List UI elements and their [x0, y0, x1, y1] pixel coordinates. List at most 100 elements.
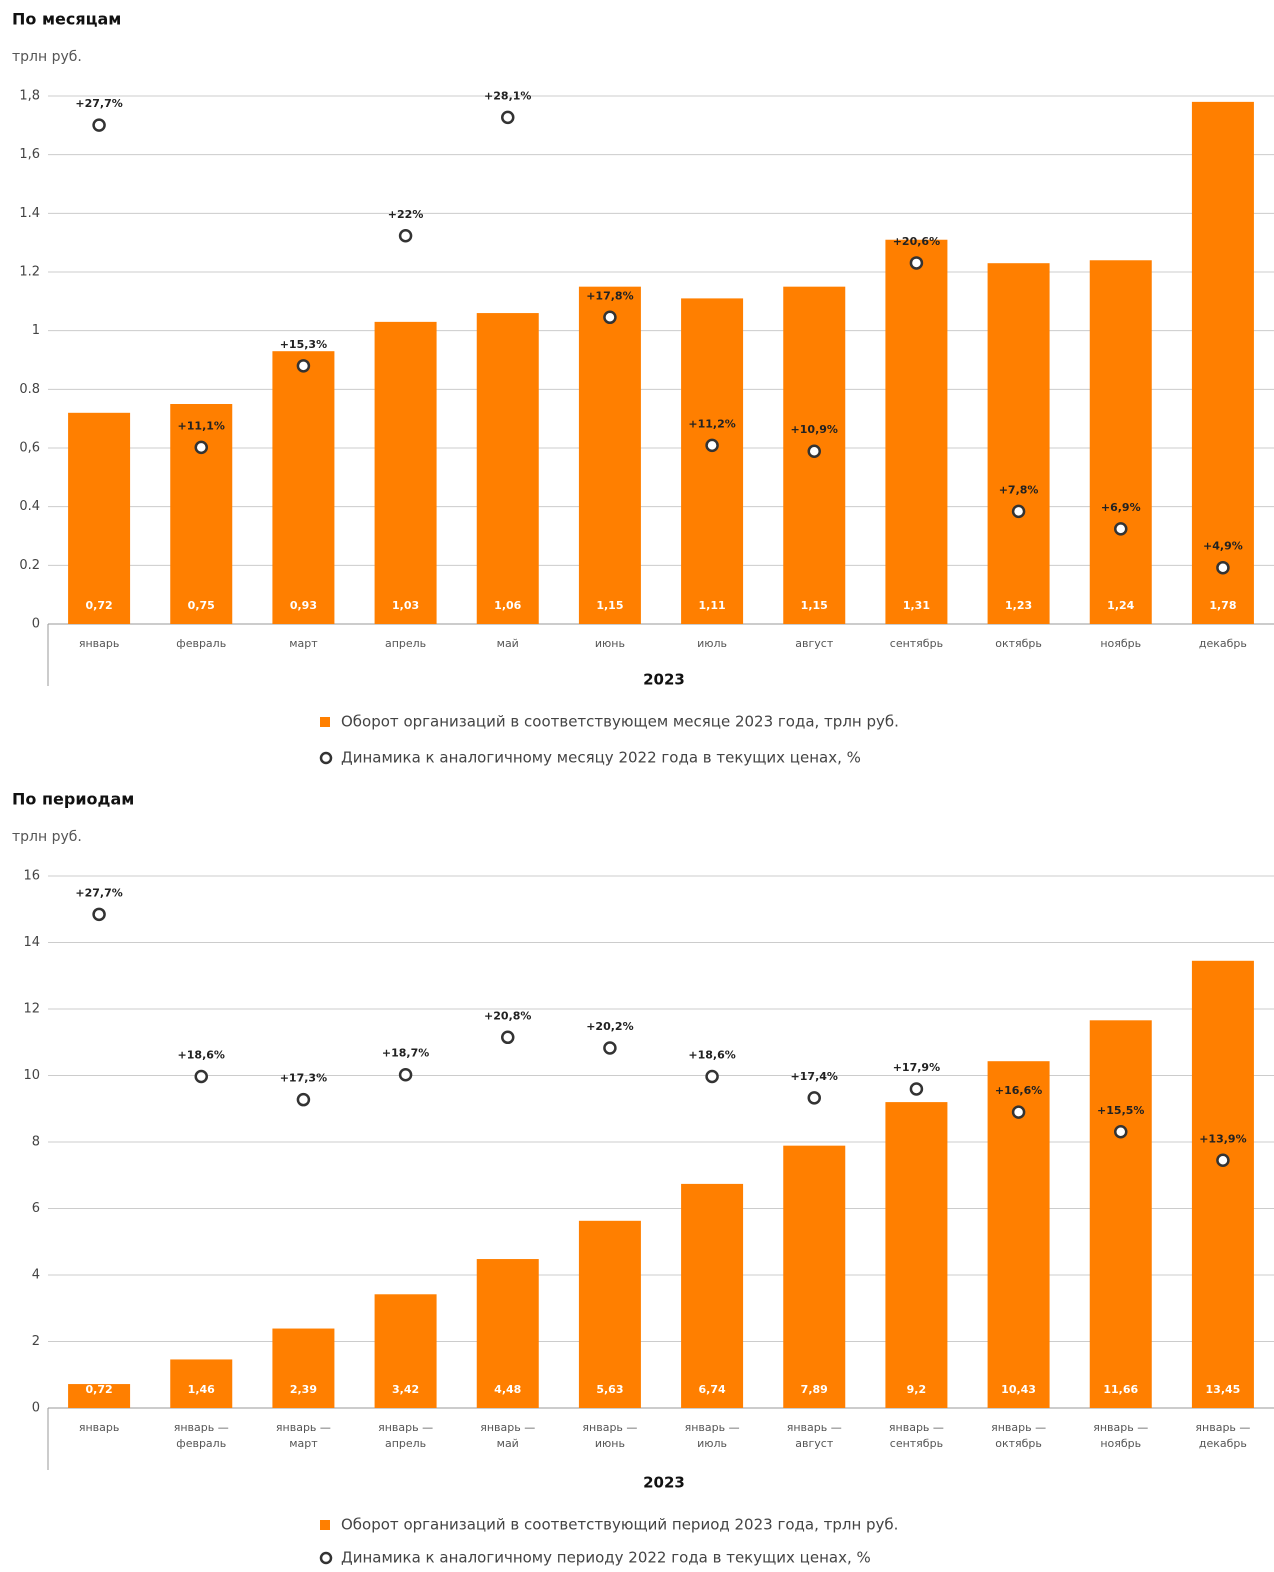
bar: [374, 1294, 437, 1408]
x-tick-label: январь — декабрь: [1195, 1421, 1251, 1450]
x-axis-label: 2023: [643, 671, 685, 689]
y-tick-label: 2: [32, 1334, 40, 1349]
dynamics-label: +18,6%: [688, 1049, 735, 1062]
dynamics-point: [398, 1067, 413, 1082]
bar-value-label: 6,74: [699, 1383, 726, 1396]
bar-value-label: 13,45: [1206, 1383, 1241, 1396]
bar-value-label: 1,03: [392, 599, 419, 612]
x-tick-label: июль: [697, 637, 728, 650]
bar-value-label: 7,89: [801, 1383, 828, 1396]
dynamics-label: +17,3%: [280, 1072, 327, 1085]
bar: [170, 404, 233, 624]
x-tick-label-box: декабрь: [1198, 637, 1247, 650]
dynamics-label: +7,8%: [999, 483, 1039, 496]
y-tick-label: 0.8: [19, 382, 40, 397]
x-tick-label: январь — сентябрь: [888, 1421, 944, 1450]
x-tick-label-box: январь — декабрь: [1195, 1421, 1251, 1450]
y-axis-unit: трлн руб.: [12, 49, 82, 65]
dynamics-label: +16,6%: [995, 1084, 1042, 1097]
bar: [578, 1220, 641, 1408]
dynamics-point: [807, 1091, 821, 1105]
y-tick-label: 1: [32, 323, 40, 338]
bar: [272, 351, 335, 624]
x-tick-label-box: январь: [78, 637, 120, 650]
x-tick-label-box: сентябрь: [889, 637, 944, 650]
y-tick-label: 10: [23, 1068, 40, 1083]
x-tick-label-box: август: [795, 637, 833, 650]
bar-value-label: 0,72: [86, 1383, 113, 1396]
bar: [1191, 960, 1254, 1408]
y-tick-label: 0.4: [19, 499, 40, 514]
dynamics-point: [296, 359, 311, 373]
x-tick-label: январь: [78, 1421, 120, 1434]
x-tick-label-box: январь: [78, 1421, 120, 1434]
x-axis-label: 2023: [643, 1474, 685, 1492]
dynamics-label: +20,2%: [586, 1020, 633, 1033]
y-tick-label: 0,6: [19, 441, 40, 456]
bar: [476, 1259, 539, 1408]
x-tick-label: декабрь: [1198, 637, 1247, 650]
dynamics-label: +22%: [388, 208, 424, 221]
dynamics-label: +4,9%: [1203, 540, 1243, 553]
dynamics-point: [194, 1069, 208, 1084]
chart-title: По периодам: [12, 790, 134, 809]
dynamics-label: +18,7%: [382, 1047, 429, 1060]
dynamics-label: +20,8%: [484, 1009, 531, 1022]
bar: [170, 1359, 233, 1408]
x-tick-label: июнь: [594, 637, 625, 650]
x-tick-label-box: январь — сентябрь: [888, 1421, 944, 1450]
dynamics-label: +27,7%: [75, 886, 122, 899]
legend-label: Динамика к аналогичному месяцу 2022 года…: [341, 749, 861, 767]
dynamics-point: [705, 1069, 719, 1084]
dynamics-label: +17,4%: [791, 1070, 838, 1083]
legend-label: Оборот организаций в соответствующем мес…: [341, 713, 899, 731]
legend-label: Оборот организаций в соответствующий пер…: [341, 1516, 898, 1534]
x-tick-label: январь — март: [275, 1421, 331, 1450]
bar-value-label: 3,42: [392, 1383, 419, 1396]
y-tick-label: 12: [23, 1002, 40, 1017]
x-tick-label: январь — февраль: [173, 1421, 229, 1450]
bar: [1191, 101, 1254, 624]
x-tick-label: март: [289, 637, 318, 650]
dynamics-point: [603, 1041, 617, 1055]
x-tick-label: сентябрь: [889, 637, 944, 650]
y-tick-label: 1.4: [19, 206, 40, 221]
x-tick-label-box: январь — ноябрь: [1093, 1421, 1148, 1450]
x-tick-label: апрель: [384, 637, 427, 650]
bar-value-label: 0,75: [188, 599, 215, 612]
bar-value-label: 1,78: [1209, 599, 1236, 612]
x-tick-label-box: январь — май: [480, 1421, 535, 1450]
x-tick-label: январь — октябрь: [991, 1421, 1047, 1450]
y-tick-label: 4: [32, 1268, 40, 1283]
bar-value-label: 1,06: [494, 599, 521, 612]
bar: [68, 412, 131, 624]
x-tick-label-box: март: [289, 637, 318, 650]
dynamics-label: +17,9%: [893, 1061, 940, 1074]
dynamics-point: [194, 440, 208, 455]
bar-value-label: 1,24: [1107, 599, 1134, 612]
x-tick-label: январь — июнь: [582, 1421, 638, 1450]
bar: [68, 1384, 131, 1408]
bar-value-label: 9,2: [907, 1383, 927, 1396]
x-tick-label-box: январь — апрель: [378, 1421, 433, 1450]
legend-swatch: [320, 1520, 330, 1530]
x-tick-label-box: апрель: [384, 637, 427, 650]
dynamics-point: [501, 110, 515, 125]
x-tick-label: январь — август: [786, 1421, 842, 1450]
bar: [476, 313, 539, 624]
y-tick-label: 0: [32, 1401, 40, 1416]
bar: [987, 1061, 1050, 1408]
chart-title: По месяцам: [12, 10, 121, 29]
y-tick-label: 6: [32, 1201, 40, 1216]
legend-swatch: [319, 751, 333, 765]
y-tick-label: 0: [32, 617, 40, 632]
bar-value-label: 5,63: [596, 1383, 623, 1396]
x-tick-label-box: февраль: [176, 637, 226, 650]
x-tick-label-box: октябрь: [995, 637, 1042, 650]
bar-value-label: 1,23: [1005, 599, 1032, 612]
dynamics-point: [1216, 1153, 1230, 1168]
dynamics-point: [92, 118, 106, 132]
x-tick-label: январь: [78, 637, 120, 650]
